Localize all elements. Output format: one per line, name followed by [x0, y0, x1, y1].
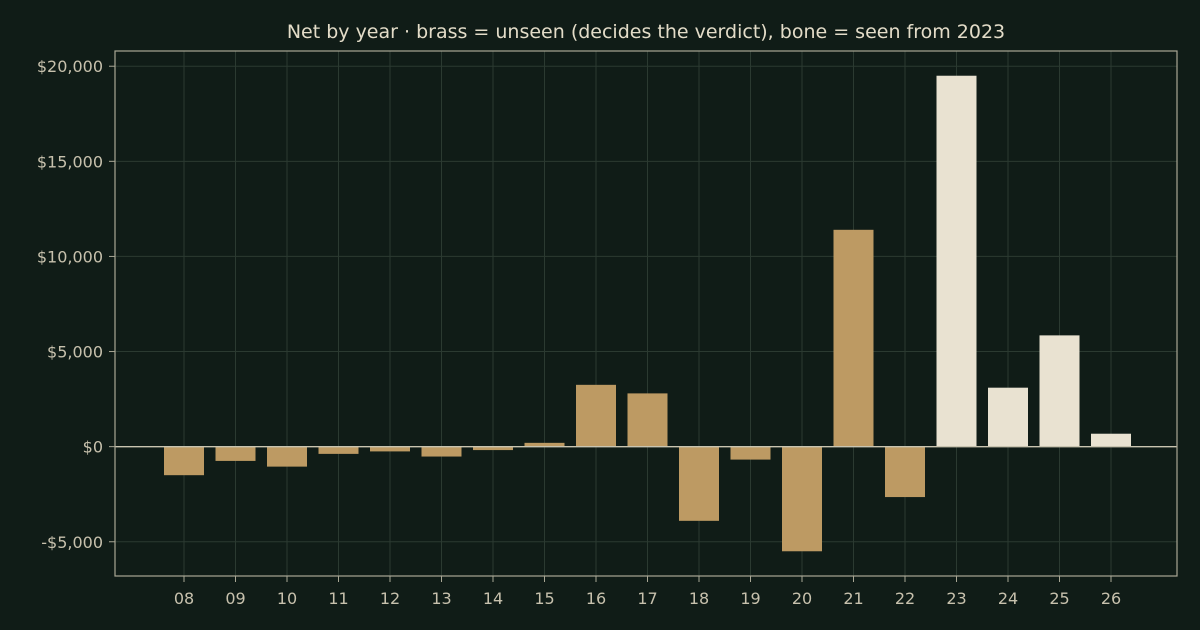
- x-tick-label: 09: [225, 589, 245, 608]
- x-tick-label: 11: [328, 589, 348, 608]
- y-tick-label: $0: [83, 438, 103, 457]
- bar-unseen: [473, 446, 513, 451]
- bar-seen: [936, 75, 977, 447]
- bars-layer: [164, 75, 1131, 552]
- x-tick-label: 13: [431, 589, 451, 608]
- bar-unseen: [627, 393, 668, 447]
- x-tick-label: 12: [380, 589, 400, 608]
- bar-seen: [988, 387, 1028, 447]
- bar-unseen: [215, 446, 256, 461]
- x-tick-label: 21: [843, 589, 863, 608]
- bar-seen: [1091, 433, 1131, 447]
- x-tick-label: 15: [534, 589, 554, 608]
- x-tick-label: 20: [792, 589, 812, 608]
- x-tick-label: 18: [689, 589, 709, 608]
- bar-unseen: [782, 446, 822, 552]
- bar-unseen: [524, 442, 565, 447]
- bar-unseen: [833, 229, 874, 447]
- x-tick-label: 19: [740, 589, 760, 608]
- grid-layer: [115, 51, 1177, 576]
- x-tick-label: 08: [174, 589, 194, 608]
- bar-unseen: [885, 446, 925, 498]
- x-tick-label: 10: [277, 589, 297, 608]
- bar-seen: [1039, 335, 1080, 447]
- bar-unseen: [164, 446, 204, 476]
- bar-unseen: [576, 384, 616, 447]
- bar-unseen: [370, 446, 410, 452]
- y-tick-label: $10,000: [37, 247, 103, 266]
- bar-unseen: [421, 446, 462, 457]
- x-tick-label: 25: [1049, 589, 1069, 608]
- bar-unseen: [730, 446, 771, 460]
- x-tick-label: 23: [946, 589, 966, 608]
- chart-title: Net by year · brass = unseen (decides th…: [287, 21, 1005, 43]
- x-tick-label: 22: [895, 589, 915, 608]
- y-tick-label: $15,000: [37, 152, 103, 171]
- x-tick-label: 24: [998, 589, 1018, 608]
- y-tick-label: $5,000: [47, 343, 103, 362]
- x-tick-label: 26: [1101, 589, 1121, 608]
- x-tick-label: 16: [586, 589, 606, 608]
- bar-unseen: [318, 446, 359, 454]
- y-tick-label: -$5,000: [41, 533, 103, 552]
- y-tick-label: $20,000: [37, 57, 103, 76]
- plot-frame: [114, 50, 1178, 577]
- x-tick-label: 14: [483, 589, 503, 608]
- axis-layer: -$5,000 $0 $5,000 $10,000 $15,000 $20,000 08 09…: [37, 50, 1178, 608]
- x-tick-label: 17: [637, 589, 657, 608]
- bar-unseen: [267, 446, 307, 467]
- bar-unseen: [679, 446, 719, 521]
